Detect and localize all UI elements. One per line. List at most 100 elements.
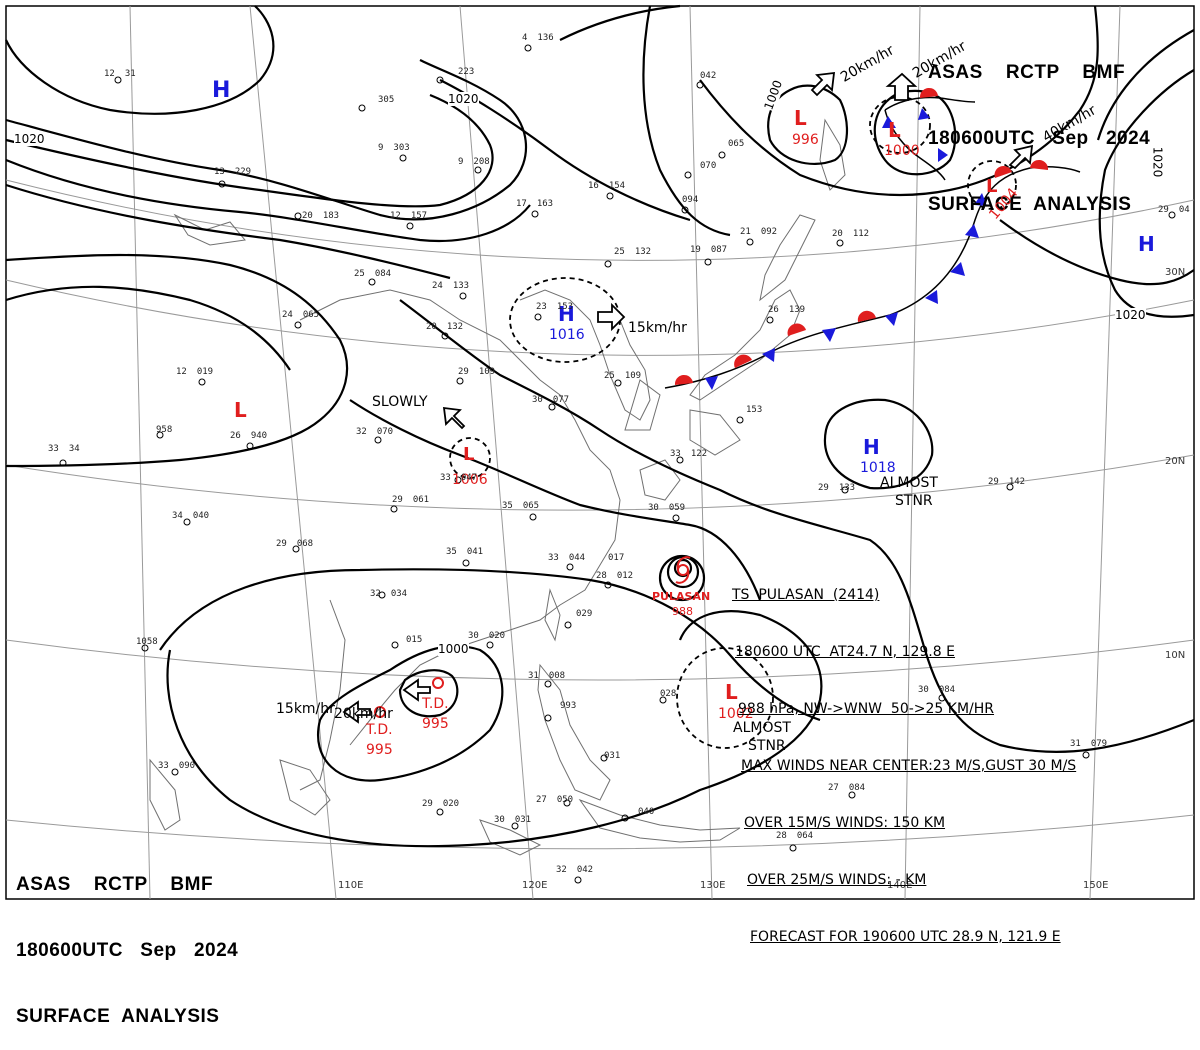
station-plot: 042 xyxy=(690,72,716,81)
station-temp: 34 xyxy=(172,511,183,521)
station-plot: 30 020 xyxy=(468,632,505,641)
station-pressure: 008 xyxy=(548,671,566,681)
lon-label: 130E xyxy=(700,880,726,891)
station-pressure: 065 xyxy=(522,501,540,511)
station-pressure: 34 xyxy=(68,444,80,454)
station-pressure: 04 xyxy=(1178,205,1190,215)
station-pressure: 31 xyxy=(124,69,136,79)
low-center: L xyxy=(463,444,475,465)
td-pressure: 995 xyxy=(366,742,393,758)
station-temp: 29 xyxy=(988,477,999,487)
bulletin-line: 180600 UTC AT24.7 N, 129.8 E xyxy=(735,644,955,660)
lon-label: 140E xyxy=(887,880,913,891)
station-plot: 13 229 xyxy=(214,168,251,177)
isobar-label: 1020 xyxy=(14,132,45,146)
low-center: L xyxy=(234,398,247,422)
station-pressure: 064 xyxy=(796,831,814,841)
station-temp: 29 xyxy=(458,367,469,377)
low-value: 1006 xyxy=(452,472,488,488)
station-pressure: 208 xyxy=(473,157,490,167)
station-plot: 27 084 xyxy=(828,784,865,793)
station-temp: 21 xyxy=(740,227,751,237)
station-pressure: 109 xyxy=(478,367,496,377)
station-plot: 32 042 xyxy=(556,866,593,875)
station-pressure: 305 xyxy=(378,95,395,105)
station-pressure: 133 xyxy=(452,281,470,291)
station-plot: 153 xyxy=(736,406,762,415)
station-pressure: 940 xyxy=(250,431,268,441)
station-plot: 29 020 xyxy=(422,800,459,809)
station-plot: 32 034 xyxy=(370,590,407,599)
station-pressure: 050 xyxy=(556,795,574,805)
station-plot: 29 068 xyxy=(276,540,313,549)
station-plot: 029 xyxy=(566,610,592,619)
station-temp: 28 xyxy=(596,571,607,581)
station-plot: 26 940 xyxy=(230,432,267,441)
station-pressure: 068 xyxy=(296,539,314,549)
station-temp: 30 xyxy=(468,631,479,641)
station-temp: 12 xyxy=(104,69,115,79)
station-pressure: 044 xyxy=(568,553,586,563)
station-temp: 28 xyxy=(776,831,787,841)
station-pressure: 136 xyxy=(537,33,554,43)
station-pressure: 153 xyxy=(746,405,763,415)
station-pressure: 031 xyxy=(514,815,532,825)
motion-label: 15km/hr xyxy=(628,320,687,336)
station-plot: 4 136 xyxy=(522,34,554,43)
header-top-line1: ASAS RCTP BMF xyxy=(928,62,1126,83)
station-plot: 16 154 xyxy=(588,182,625,191)
station-temp: 26 xyxy=(230,431,241,441)
bulletin-line: 988 hPa, NW->WNW 50->25 KM/HR xyxy=(738,701,995,717)
station-plot: 25 084 xyxy=(354,270,391,279)
station-plot: 223 xyxy=(448,68,474,77)
station-temp: 30 xyxy=(918,685,929,695)
station-pressure: 019 xyxy=(196,367,214,377)
station-plot: 015 xyxy=(396,636,422,645)
station-temp: 33 xyxy=(48,444,59,454)
station-pressure: 154 xyxy=(608,181,626,191)
station-plot: 29 061 xyxy=(392,496,429,505)
low-value: 996 xyxy=(792,132,819,148)
high-center: H xyxy=(1138,232,1155,256)
station-pressure: 059 xyxy=(668,503,686,513)
station-markers xyxy=(59,44,1176,884)
station-plot: 20 112 xyxy=(832,230,869,239)
station-temp: 29 xyxy=(1158,205,1169,215)
station-pressure: 065 xyxy=(302,310,320,320)
station-temp: 27 xyxy=(536,795,547,805)
station-plot: 20 183 xyxy=(302,212,339,221)
station-plot: 20 132 xyxy=(426,323,463,332)
station-pressure: 092 xyxy=(760,227,778,237)
station-pressure: 065 xyxy=(728,139,745,149)
station-temp: 24 xyxy=(282,310,293,320)
station-plot: 30 031 xyxy=(494,816,531,825)
high-value: 1018 xyxy=(860,460,896,476)
station-temp: 29 xyxy=(392,495,403,505)
bulletin-line: OVER 15M/S WINDS: 150 KM xyxy=(744,815,946,831)
station-plot: 17 163 xyxy=(516,200,553,209)
station-plot: 29 04 xyxy=(1158,206,1190,215)
isobar-label: 1020 xyxy=(448,92,479,106)
low-center: L xyxy=(794,106,807,130)
station-plot: 33 090 xyxy=(158,762,195,771)
lat-label: 20N xyxy=(1165,456,1186,467)
station-pressure: 229 xyxy=(234,167,252,177)
station-pressure: 183 xyxy=(322,211,340,221)
station-pressure: 040 xyxy=(638,807,655,817)
station-temp: 13 xyxy=(214,167,225,177)
station-temp: 30 xyxy=(494,815,505,825)
station-pressure: 132 xyxy=(634,247,652,257)
low-center: L xyxy=(888,118,901,142)
station-temp: 30 xyxy=(648,503,659,513)
station-temp: 12 xyxy=(176,367,187,377)
station-temp: 9 xyxy=(458,157,464,167)
station-pressure: 153 xyxy=(556,302,574,312)
station-plot: 031 xyxy=(594,752,620,761)
station-pressure: 070 xyxy=(700,161,717,171)
station-plot: 9 303 xyxy=(378,144,410,153)
station-pressure: 070 xyxy=(376,427,394,437)
isobar-label: 1020 xyxy=(1150,146,1165,178)
motion-label: 40km/hr xyxy=(1039,102,1099,146)
bulletin-line: FORECAST FOR 190600 UTC 28.9 N, 121.9 E xyxy=(750,929,1061,945)
station-plot: 12 019 xyxy=(176,368,213,377)
